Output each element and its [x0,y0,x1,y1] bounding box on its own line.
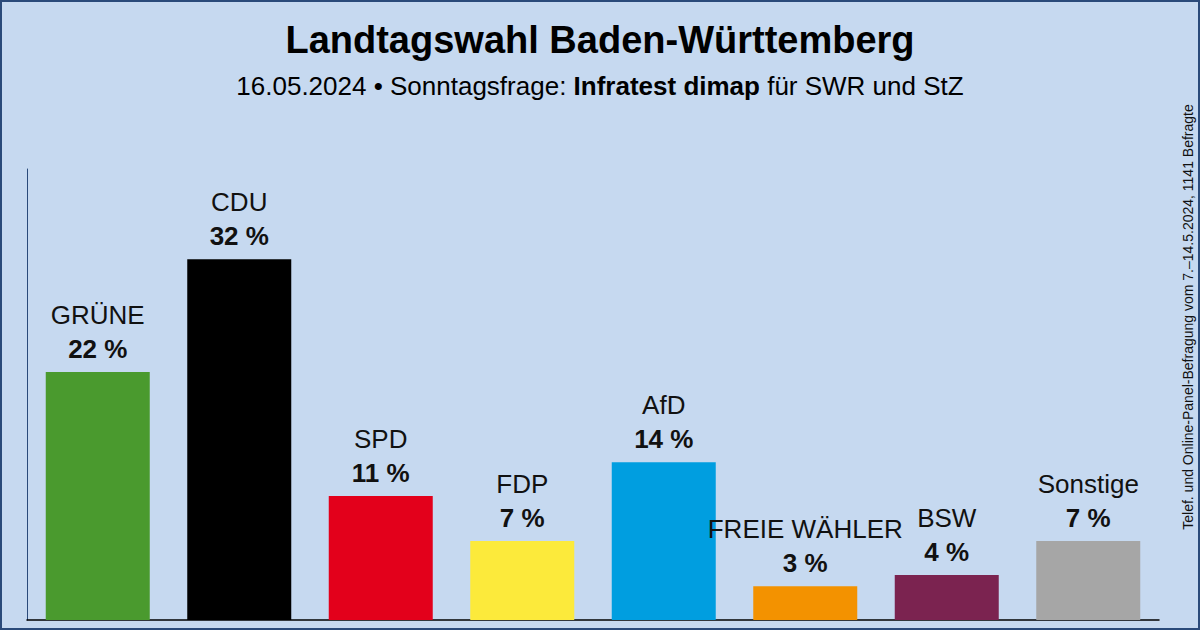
svg-text:AfD: AfD [642,390,685,420]
svg-text:14 %: 14 % [634,424,693,454]
svg-text:3 %: 3 % [783,548,828,578]
svg-text:Infratest dimap: Infratest dimap [574,71,760,101]
svg-text:22 %: 22 % [68,334,127,364]
svg-text:Sonstige: Sonstige [1038,469,1139,499]
svg-text:FDP: FDP [496,469,548,499]
svg-text:GRÜNE: GRÜNE [51,300,145,330]
svg-text:SPD: SPD [354,424,407,454]
svg-text:BSW: BSW [917,503,977,533]
svg-text:16.05.2024 • Sonntagsfrage:: 16.05.2024 • Sonntagsfrage: [236,71,573,101]
svg-text:32 %: 32 % [210,221,269,251]
svg-text:Telef. und Online-Panel-Befrag: Telef. und Online-Panel-Befragung vom 7.… [1180,104,1196,530]
svg-text:7 %: 7 % [500,503,545,533]
svg-text:11 %: 11 % [352,458,410,488]
svg-text:7 %: 7 % [1066,503,1111,533]
svg-text:CDU: CDU [211,187,267,217]
svg-text:4 %: 4 % [924,537,969,567]
svg-text:Landtagswahl Baden-Württemberg: Landtagswahl Baden-Württemberg [285,19,914,61]
svg-text:für SWR und StZ: für SWR und StZ [760,71,964,101]
svg-text:FREIE WÄHLER: FREIE WÄHLER [708,514,903,544]
